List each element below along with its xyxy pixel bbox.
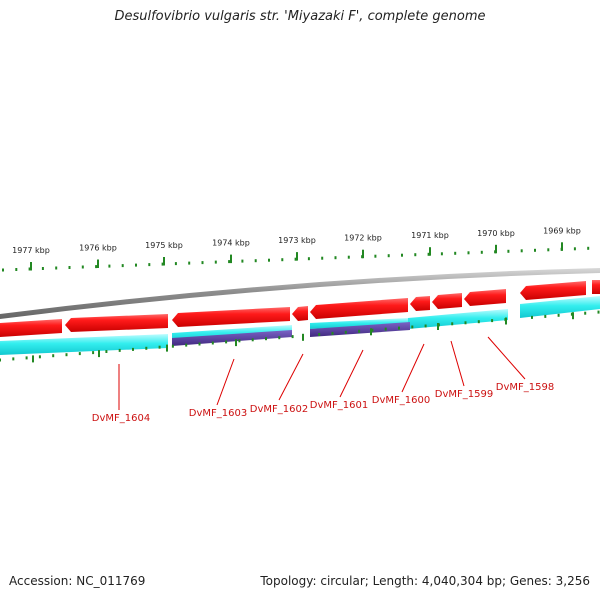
scale-label: 1972 kbp [344,234,382,243]
scale-label: 1973 kbp [278,236,316,245]
scale-label: 1975 kbp [145,241,183,250]
scale-label: 1977 kbp [12,246,50,255]
leader-dvmf-1600 [401,343,425,393]
genome-backbone [0,268,600,319]
accession-text: Accession: NC_011769 [9,574,146,588]
gene-dvmf-1595 [592,280,600,294]
gene-dvmf-1604 [0,319,62,337]
map-title: Desulfovibrio vulgaris str. 'Miyazaki F'… [114,9,486,24]
leader-dvmf-1603 [216,358,235,406]
scale-labels: 1977 kbp 1976 kbp 1975 kbp 1974 kbp 1973 kbp… [12,226,581,255]
scale-label: 1976 kbp [79,244,117,253]
outer-scale-ticks [2,242,590,272]
gene-labels: DvMF_1604 DvMF_1603 DvMF_1602 DvMF_1601 … [92,382,554,424]
gene-label-dvmf-1599: DvMF_1599 [435,389,493,400]
scale-label: 1970 kbp [477,229,515,238]
leader-dvmf-1602 [278,353,304,401]
gene-dvmf-1597 [464,289,506,306]
rna-track-1601 [310,322,410,337]
gene-dvmf-1601 [292,306,308,321]
rna-track-1603 [172,330,292,346]
cds-track-right [520,296,600,318]
cds-track-left [0,334,168,355]
inner-scale-ticks [0,310,600,363]
gene-label-dvmf-1601: DvMF_1601 [310,400,368,411]
cds-track-1600 [408,309,508,329]
scale-label: 1974 kbp [212,239,250,248]
gene-dvmf-1600 [310,298,408,319]
gene-label-dvmf-1603: DvMF_1603 [189,408,247,419]
genome-summary: Topology: circular; Length: 4,040,304 bp… [260,574,590,588]
leader-dvmf-1601 [339,349,364,398]
scale-label: 1971 kbp [411,231,449,240]
gene-label-dvmf-1598: DvMF_1598 [496,382,554,393]
gene-dvmf-1603 [65,314,168,332]
scale-label: 1969 kbp [543,226,581,235]
leader-dvmf-1598 [487,336,526,380]
cds-track-1602 [310,318,408,329]
gene-dvmf-1602 [172,307,290,327]
gene-label-dvmf-1602: DvMF_1602 [250,404,308,415]
gene-dvmf-1599 [410,296,430,311]
gene-dvmf-1596 [520,281,586,300]
gene-label-dvmf-1604: DvMF_1604 [92,413,150,424]
gene-dvmf-1598 [432,293,462,309]
leader-dvmf-1599 [450,340,465,387]
gene-label-leaders [118,336,526,410]
gene-label-dvmf-1600: DvMF_1600 [372,395,430,406]
